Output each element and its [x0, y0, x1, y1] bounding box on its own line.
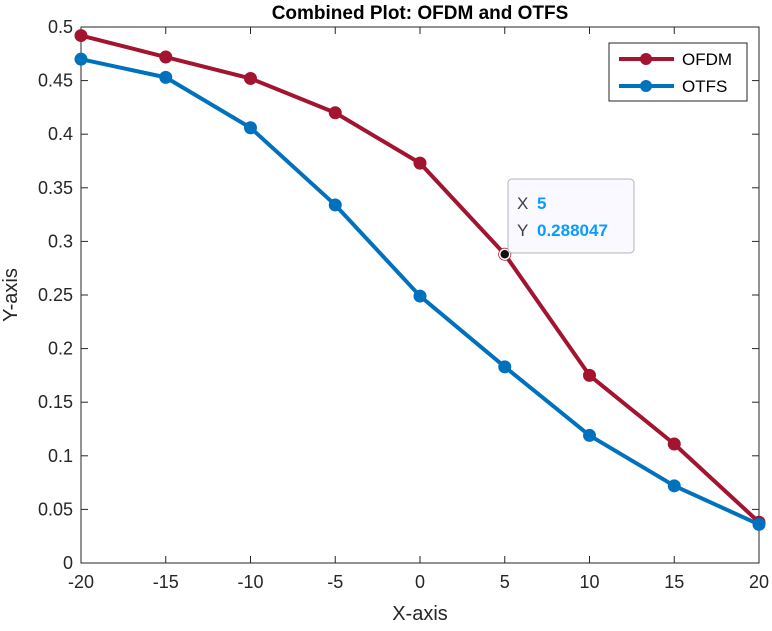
y-axis-label: Y-axis — [0, 268, 22, 322]
data-point-otfs — [74, 52, 88, 66]
data-point-otfs — [498, 360, 512, 374]
data-point-ofdm — [583, 368, 596, 382]
datatip-x-key: X — [517, 194, 528, 213]
datatip-marker — [499, 248, 511, 260]
data-point-otfs — [667, 479, 681, 493]
y-tick-label: 0 — [63, 553, 73, 573]
y-tick-label: 0.1 — [48, 446, 73, 466]
data-point-ofdm — [74, 29, 88, 43]
chart-title: Combined Plot: OFDM and OTFS — [272, 3, 569, 24]
y-tick-label: 0.35 — [38, 178, 73, 198]
x-tick-label: 10 — [579, 572, 599, 592]
data-point-ofdm — [159, 50, 173, 64]
series-layer — [74, 29, 766, 531]
data-point-ofdm — [413, 156, 427, 170]
datatip-x-value: 5 — [537, 194, 546, 213]
data-point-otfs — [244, 121, 257, 135]
legend-label-otfs: OTFS — [682, 77, 727, 96]
y-tick-label: 0.45 — [38, 71, 73, 91]
x-tick-label: 20 — [749, 572, 769, 592]
x-axis-label: X-axis — [392, 603, 448, 625]
data-point-otfs — [583, 428, 596, 442]
y-tick-label: 0.3 — [48, 231, 73, 251]
legend: OFDM OTFS — [608, 42, 748, 102]
x-tick-label: -15 — [153, 572, 179, 592]
data-point-otfs — [328, 198, 342, 212]
legend-swatch-marker-otfs — [640, 80, 652, 92]
data-point-otfs — [159, 70, 173, 84]
legend-swatch-marker-ofdm — [640, 53, 652, 65]
x-tick-label: -5 — [327, 572, 343, 592]
legend-label-ofdm: OFDM — [682, 50, 732, 69]
y-tick-label: 0.15 — [38, 392, 73, 412]
y-tick-label: 0.05 — [38, 499, 73, 519]
data-point-otfs — [752, 517, 766, 531]
y-tick-label: 0.25 — [38, 285, 73, 305]
data-point-ofdm — [244, 71, 257, 85]
datatip-box — [507, 178, 635, 254]
x-tick-label: -10 — [237, 572, 263, 592]
y-tick-label: 0.2 — [48, 339, 73, 359]
x-tick-label: -20 — [68, 572, 94, 592]
y-tick-label: 0.5 — [48, 17, 73, 37]
data-point-ofdm — [667, 437, 681, 451]
legend-box — [608, 42, 748, 102]
axes: -20 -15 -10 -5 0 5 10 15 20 0 0.05 0.1 0.15 0.2 0.25 0.… — [38, 17, 769, 592]
datatip-y-key: Y — [517, 221, 528, 240]
x-tick-label: 15 — [664, 572, 684, 592]
data-point-otfs — [413, 289, 427, 303]
datatip: X 5Y 0.288047 — [499, 178, 635, 260]
x-tick-label: 0 — [415, 572, 425, 592]
x-tick-label: 5 — [500, 572, 510, 592]
y-tick-label: 0.4 — [48, 124, 73, 144]
datatip-y-value: 0.288047 — [537, 221, 608, 240]
data-point-ofdm — [328, 106, 342, 120]
